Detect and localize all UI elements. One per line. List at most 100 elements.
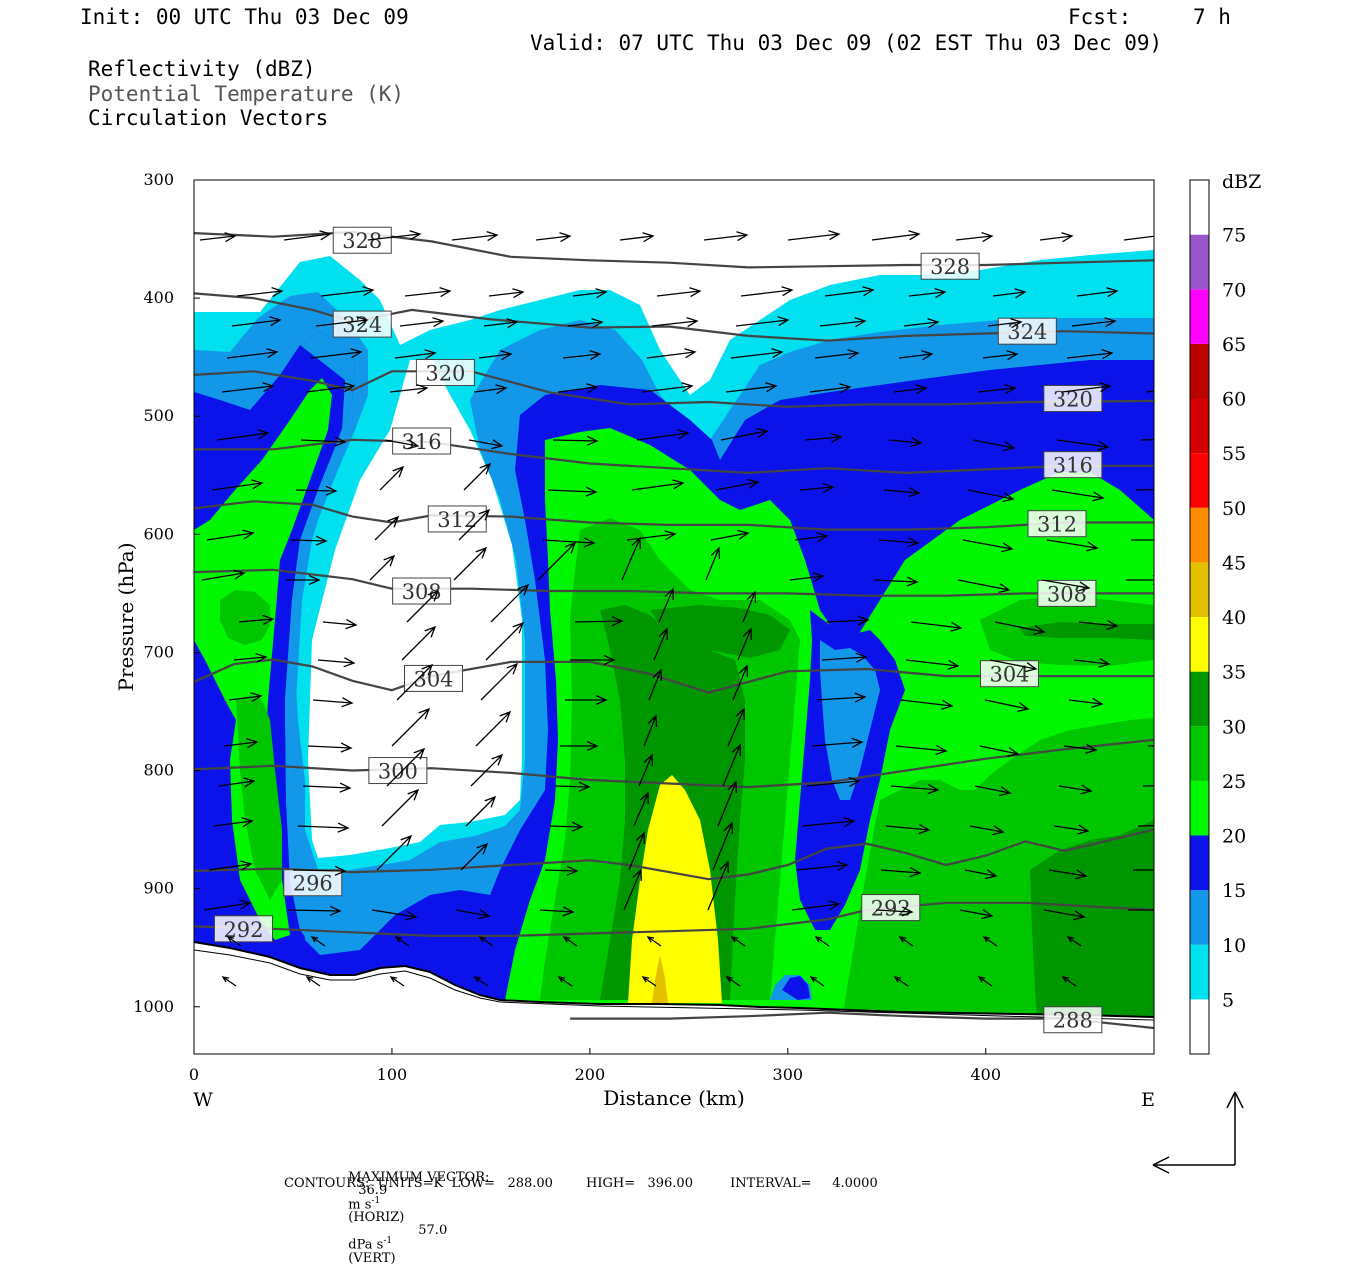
theta-label-box <box>332 226 392 254</box>
colorbar-label: 30 <box>1222 716 1246 738</box>
circulation-vector <box>888 437 923 448</box>
circulation-vector <box>404 286 452 298</box>
x-tick-label: 400 <box>970 1065 1001 1084</box>
circulation-vector <box>908 287 947 299</box>
circulation-vector <box>903 318 940 329</box>
theta-label-box <box>427 505 487 533</box>
circulation-vector <box>804 432 843 443</box>
colorbar-label: 25 <box>1222 771 1246 793</box>
circulation-vector <box>809 976 825 987</box>
colorbar-swatch <box>1190 289 1209 344</box>
circulation-vector <box>1140 439 1154 441</box>
circulation-vector <box>900 699 954 710</box>
reflectivity-25-west-top <box>220 590 270 645</box>
circulation-vector <box>1066 936 1082 947</box>
circulation-vector <box>648 668 663 701</box>
circulation-vector <box>715 478 760 491</box>
theta-label: 304 <box>413 667 453 691</box>
max-vertical-tag: (VERT) <box>348 1250 396 1266</box>
colorbar-swatch <box>1190 835 1209 891</box>
colorbar-swatch <box>1190 234 1209 290</box>
field-circulation-vectors: Circulation Vectors <box>88 106 329 130</box>
circulation-vector <box>1048 869 1088 880</box>
y-tick-label: 900 <box>143 879 174 898</box>
circulation-vector <box>560 740 599 752</box>
colorbar: 5 10 15 20 25 30 35 40 45 50 55 60 65 70 75 <box>1189 179 1246 1055</box>
circulation-vector <box>473 976 489 987</box>
circulation-vector <box>537 541 577 581</box>
circulation-vector <box>878 537 920 548</box>
circulation-vector <box>641 382 694 393</box>
max-horizontal-tag: (HORIZ) <box>348 1210 405 1226</box>
circulation-vector <box>213 817 254 828</box>
circulation-vector <box>794 532 829 543</box>
theta-contour-320 <box>194 370 1154 408</box>
circulation-vector <box>1046 539 1099 552</box>
theta-contour-292 <box>194 901 1154 937</box>
circulation-vector <box>623 868 642 911</box>
theta-label-box <box>404 664 464 692</box>
theta-label: 300 <box>378 760 418 784</box>
terrain-line <box>193 941 1155 1018</box>
colorbar-swatch <box>1190 999 1209 1054</box>
circulation-vector <box>286 574 321 586</box>
circulation-vector <box>740 286 794 297</box>
max-vertical-value: 57.0 <box>418 1223 448 1239</box>
circulation-vector <box>987 318 1023 329</box>
circulation-vector <box>992 288 1027 299</box>
circulation-vector <box>317 657 356 668</box>
colorbar-label: 35 <box>1222 662 1246 684</box>
colorbar-label: 10 <box>1222 935 1246 957</box>
circulation-vector <box>703 231 749 242</box>
theta-label-box <box>861 894 921 922</box>
circulation-vector <box>201 569 246 581</box>
circulation-vector <box>811 737 864 748</box>
y-tick-label: 600 <box>143 524 174 543</box>
circulation-vector <box>819 316 867 328</box>
circulation-vector <box>824 286 875 297</box>
colorbar-swatch <box>1190 944 1209 1000</box>
circulation-vector <box>1142 785 1154 787</box>
circulation-vector <box>572 288 608 299</box>
circulation-vector <box>542 537 596 548</box>
theta-label-box <box>997 317 1057 345</box>
circulation-vector <box>562 936 578 947</box>
circulation-vector <box>727 707 745 747</box>
circulation-vector <box>814 349 860 360</box>
circulation-vector <box>226 348 279 359</box>
west-label: W <box>193 1089 213 1111</box>
circulation-vector <box>982 350 1019 361</box>
x-axis-title: Distance (km) <box>603 1086 745 1110</box>
theta-label: 324 <box>342 313 382 337</box>
circulation-vector <box>806 776 861 787</box>
circulation-vector <box>322 619 358 630</box>
circulation-vector <box>707 860 729 911</box>
circulation-vector <box>880 867 922 878</box>
colorbar-swatch <box>1190 343 1209 399</box>
circulation-vector <box>643 714 658 747</box>
theta-label: 316 <box>1053 454 1093 478</box>
colorbar-swatch <box>1190 617 1209 672</box>
circulation-vector <box>720 427 769 441</box>
circulation-vector <box>1135 488 1154 491</box>
circulation-vector <box>651 316 699 328</box>
colorbar-label: 55 <box>1222 443 1246 465</box>
circulation-vector <box>386 747 426 787</box>
circulation-vector <box>565 694 608 706</box>
circulation-vector <box>367 230 422 241</box>
circulation-vector <box>730 348 784 359</box>
x-tick-label: 100 <box>377 1065 408 1084</box>
circulation-vector <box>725 976 741 987</box>
circulation-vector <box>890 784 940 795</box>
circulation-vector <box>984 699 1030 713</box>
theta-contour-308 <box>194 568 1154 597</box>
circulation-vector <box>641 976 657 987</box>
circulation-vector <box>619 232 655 243</box>
circulation-vector <box>478 936 494 947</box>
circulation-vector <box>809 383 852 394</box>
circulation-vector <box>638 753 653 787</box>
circulation-vector <box>791 900 841 911</box>
y-tick-label: 400 <box>143 288 174 307</box>
circulation-vector <box>628 831 646 871</box>
